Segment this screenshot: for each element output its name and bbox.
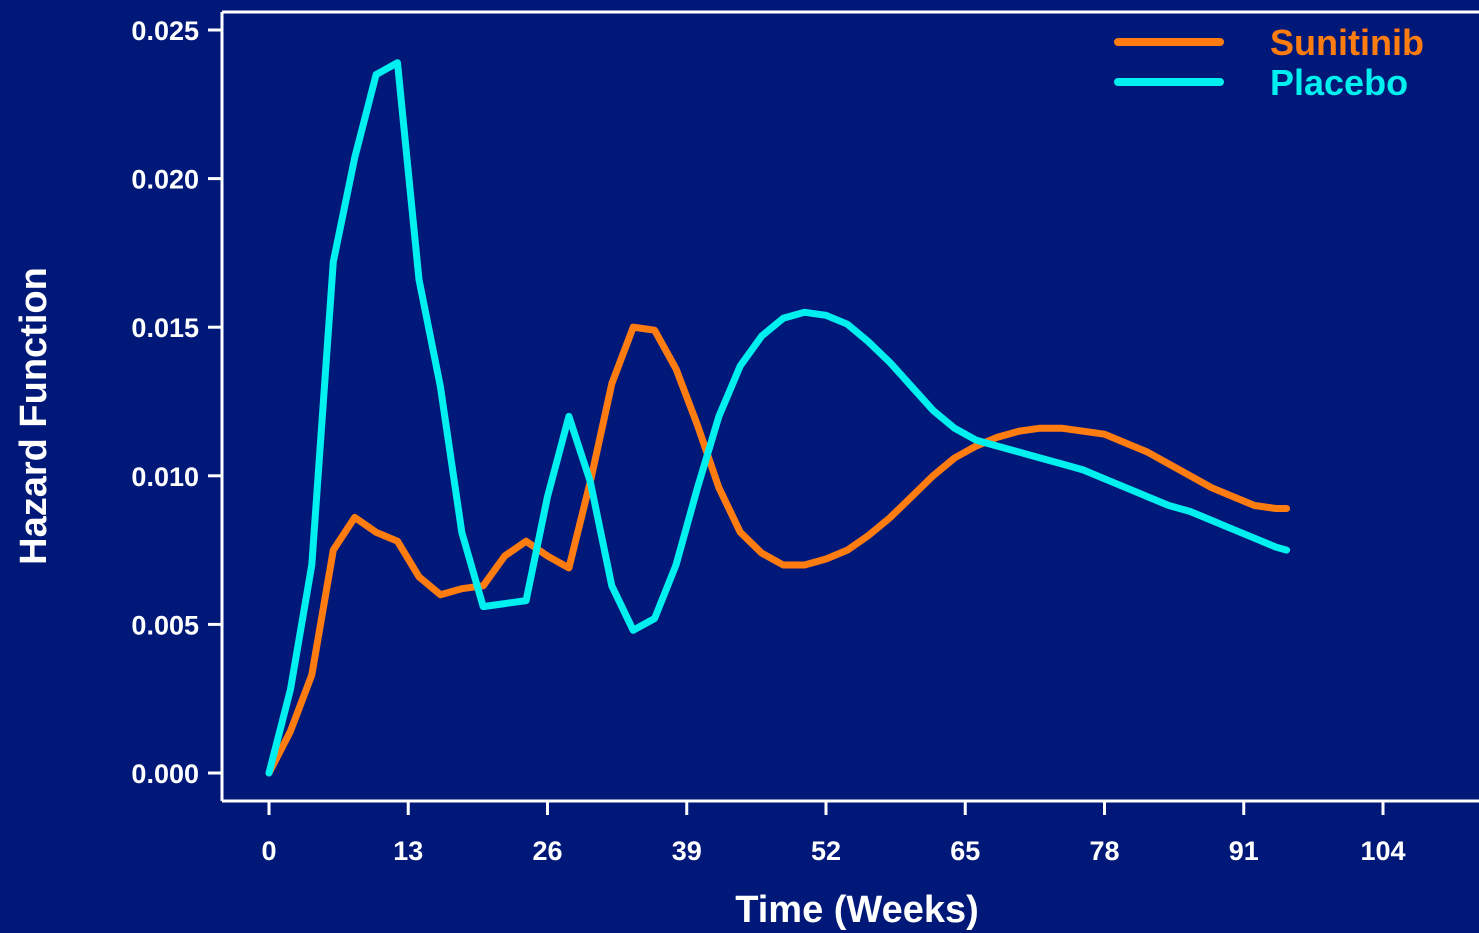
axes: 0 13 26 39 52 65 78 91 104 0.000 0.005 0.010 0.015 0.… (131, 10, 1479, 866)
x-tick-label: 39 (672, 836, 702, 866)
y-tick-label: 0.010 (131, 462, 199, 492)
x-tick-label: 52 (811, 836, 841, 866)
series-line-sunitinib (265, 323, 1291, 777)
x-tick-label: 0 (261, 836, 276, 866)
y-tick-label: 0.015 (131, 313, 199, 343)
x-tick-label: 13 (393, 836, 423, 866)
legend-label-placebo: Placebo (1270, 62, 1408, 103)
y-axis-title: Hazard Function (13, 267, 55, 565)
y-tick-label: 0.020 (131, 165, 199, 195)
x-tick-label: 65 (950, 836, 980, 866)
series-lines (265, 59, 1291, 777)
legend-label-sunitinib: Sunitinib (1270, 22, 1424, 63)
x-tick-label: 91 (1229, 836, 1259, 866)
x-axis-title: Time (Weeks) (735, 889, 979, 931)
series-line-placebo (265, 59, 1291, 777)
y-tick-label: 0.000 (131, 759, 199, 789)
x-tick-label: 104 (1360, 836, 1405, 866)
y-tick-label: 0.005 (131, 610, 199, 640)
x-tick-label: 26 (532, 836, 562, 866)
y-tick-label: 0.025 (131, 16, 199, 46)
x-tick-label: 78 (1089, 836, 1119, 866)
